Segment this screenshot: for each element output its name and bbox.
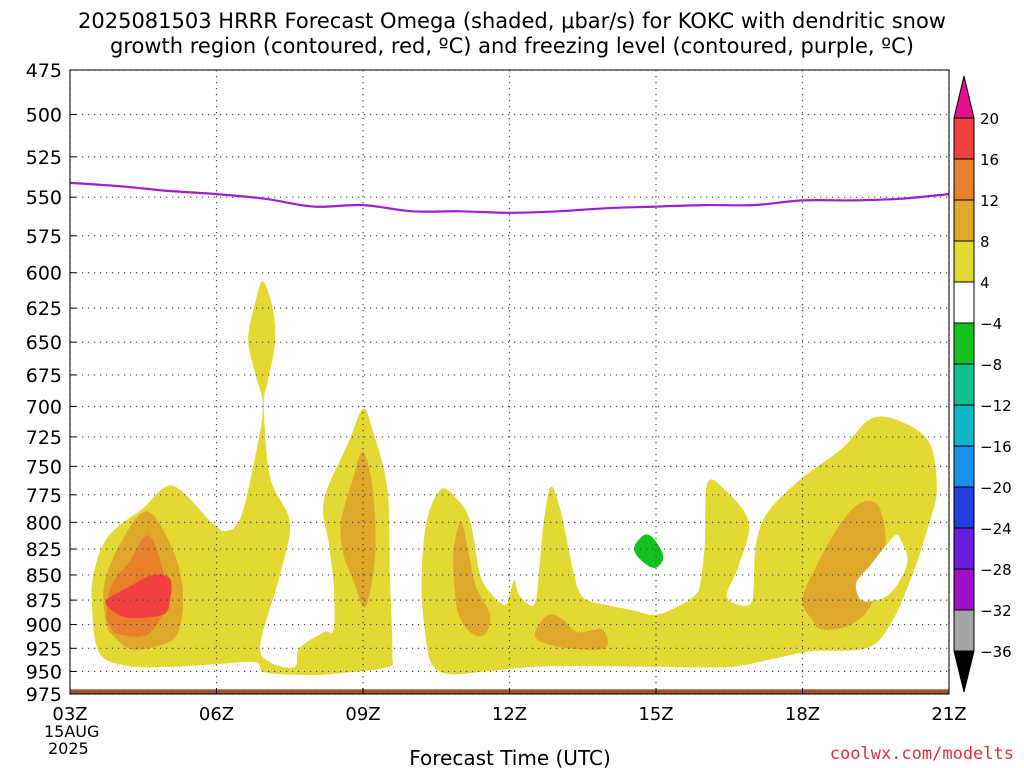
omega-region-9 <box>105 574 172 619</box>
y-axis: 475 500 525 550 575 600 625 650 675 700 725 750 775 8… <box>26 60 76 706</box>
y-tick-label-525: 525 <box>26 147 62 169</box>
colorbar-segment-13 <box>953 609 975 652</box>
y-tick-label-575: 575 <box>26 226 62 248</box>
colorbar-segment-5 <box>953 281 975 324</box>
y-tick-label-650: 650 <box>26 332 62 354</box>
x-tick-label-21Z: 21Z <box>931 704 966 725</box>
y-tick-label-475: 475 <box>26 60 62 82</box>
y-tick-label-975: 975 <box>26 684 62 706</box>
x-date-line1: 15AUG <box>44 722 99 741</box>
chart-title-line2: growth region (contoured, red, ºC) and f… <box>110 34 914 58</box>
freezing-level-curve <box>70 181 949 214</box>
colorbar-label-1: 16 <box>980 151 999 169</box>
colorbar-label-10: −24 <box>980 520 1012 538</box>
freezing-level-line <box>70 181 949 214</box>
colorbar-segment-9 <box>953 445 975 488</box>
omega-cutout-1 <box>855 534 908 602</box>
x-tick-label-06Z: 06Z <box>199 704 234 725</box>
colorbar-label-5: −4 <box>980 315 1002 333</box>
colorbar-label-12: −32 <box>980 602 1012 620</box>
credit-text: coolwx.com/modelts <box>829 744 1014 764</box>
y-tick-label-925: 925 <box>26 638 62 660</box>
colorbar-segment-8 <box>953 404 975 447</box>
y-tick-label-775: 775 <box>26 485 62 507</box>
colorbar-label-0: 20 <box>980 110 999 128</box>
colorbar-segment-1 <box>953 117 975 160</box>
colorbar-segment-2 <box>953 158 975 201</box>
y-tick-label-625: 625 <box>26 298 62 320</box>
y-tick-label-800: 800 <box>26 512 62 534</box>
y-tick-label-875: 875 <box>26 590 62 612</box>
colorbar-label-2: 12 <box>980 192 999 210</box>
omega-region-10 <box>634 534 664 568</box>
y-tick-label-550: 550 <box>26 187 62 209</box>
colorbar-label-6: −8 <box>980 356 1002 374</box>
y-tick-label-950: 950 <box>26 661 62 683</box>
y-tick-label-750: 750 <box>26 456 62 478</box>
colorbar-label-7: −12 <box>980 397 1012 415</box>
chart-title-line1: 2025081503 HRRR Forecast Omega (shaded, … <box>78 9 946 33</box>
colorbar-label-11: −28 <box>980 561 1012 579</box>
x-tick-label-15Z: 15Z <box>638 704 673 725</box>
y-tick-label-850: 850 <box>26 565 62 587</box>
y-tick-label-900: 900 <box>26 615 62 637</box>
x-tick-label-12Z: 12Z <box>492 704 527 725</box>
y-tick-label-600: 600 <box>26 263 62 285</box>
colorbar-segment-11 <box>953 527 975 570</box>
x-tick-label-03Z: 03Z <box>52 704 87 725</box>
omega-shading <box>70 281 949 694</box>
colorbar-label-13: −36 <box>980 643 1012 661</box>
omega-region-5 <box>453 522 491 637</box>
colorbar-segment-12 <box>953 568 975 611</box>
colorbar-label-3: 8 <box>980 233 990 251</box>
y-tick-label-675: 675 <box>26 365 62 387</box>
omega-region-6 <box>534 614 608 651</box>
y-tick-label-700: 700 <box>26 396 62 418</box>
colorbar-label-8: −16 <box>980 438 1012 456</box>
colorbar-segment-7 <box>953 363 975 406</box>
y-tick-label-825: 825 <box>26 539 62 561</box>
colorbar-segment-10 <box>953 486 975 529</box>
x-date-line2: 2025 <box>48 739 89 758</box>
y-tick-label-500: 500 <box>26 105 62 127</box>
colorbar-segment-6 <box>953 322 975 365</box>
colorbar-label-9: −20 <box>980 479 1012 497</box>
colorbar-top-arrow <box>953 75 975 119</box>
colorbar-segment-3 <box>953 199 975 242</box>
colorbar: 20 16 12 8 4 −4 −8 −12 −16 −20 −24 −28 −32 −36 <box>953 75 1012 693</box>
x-axis-label: Forecast Time (UTC) <box>409 746 611 768</box>
x-tick-label-18Z: 18Z <box>785 704 820 725</box>
colorbar-segment-4 <box>953 240 975 283</box>
colorbar-label-4: 4 <box>980 274 990 292</box>
colorbar-bottom-arrow <box>953 650 975 693</box>
omega-region-4 <box>340 452 376 608</box>
x-tick-label-09Z: 09Z <box>345 704 380 725</box>
y-tick-label-725: 725 <box>26 427 62 449</box>
